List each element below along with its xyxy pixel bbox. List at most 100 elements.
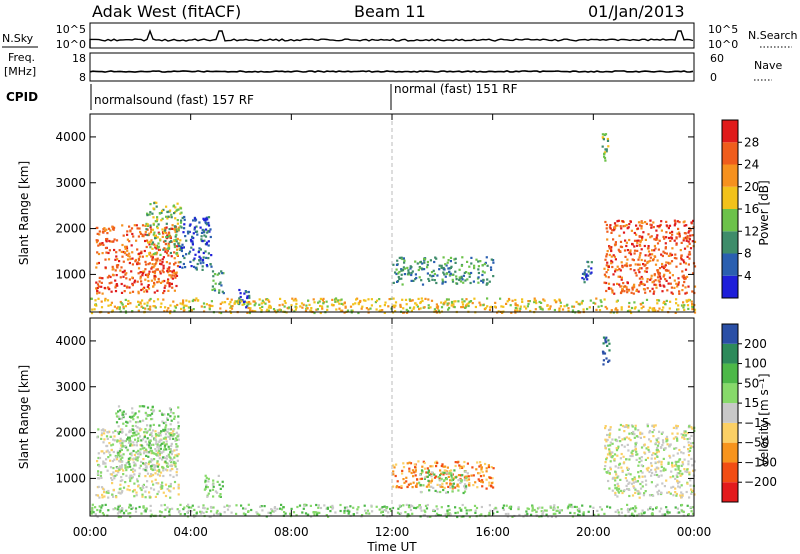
- echo-cell: [165, 462, 168, 465]
- echo-cell: [448, 270, 451, 273]
- echo-cell: [283, 305, 286, 308]
- echo-cell: [149, 246, 152, 249]
- freq-label: Freq.: [8, 51, 35, 64]
- echo-cell: [614, 476, 617, 479]
- echo-cell: [686, 504, 689, 507]
- echo-cell: [607, 428, 611, 432]
- echo-cell: [640, 220, 643, 223]
- echo-cell: [539, 307, 542, 310]
- echo-cell: [129, 440, 132, 443]
- echo-cell: [624, 285, 627, 288]
- echo-cell: [614, 224, 617, 227]
- echo-cell: [160, 263, 163, 266]
- colorbar-tick-label: 28: [744, 135, 759, 149]
- echo-cell: [427, 277, 430, 281]
- echo-cell: [161, 228, 164, 231]
- echo-cell: [119, 492, 122, 495]
- echo-cell: [174, 206, 177, 209]
- echo-cell: [401, 268, 404, 271]
- echo-cell: [119, 276, 122, 279]
- echo-cell: [622, 455, 625, 458]
- echo-cell: [101, 292, 104, 295]
- echo-cell: [317, 504, 320, 507]
- echo-cell: [646, 287, 649, 290]
- echo-cell: [675, 460, 678, 464]
- echo-cell: [412, 475, 415, 478]
- echo-cell: [682, 434, 685, 437]
- echo-cell: [150, 487, 153, 490]
- echo-cell: [220, 284, 223, 287]
- echo-cell: [558, 307, 561, 310]
- echo-cell: [134, 424, 137, 428]
- echo-cell: [423, 509, 426, 512]
- echo-cell: [394, 474, 397, 478]
- echo-cell: [204, 250, 207, 253]
- echo-cell: [327, 515, 330, 518]
- echo-cell: [625, 288, 629, 291]
- echo-cell: [152, 410, 155, 413]
- echo-cell: [531, 507, 534, 510]
- echo-cell: [126, 249, 129, 252]
- echo-cell: [483, 263, 486, 266]
- echo-cell: [159, 434, 162, 437]
- echo-cell: [458, 464, 461, 467]
- echo-cell: [144, 475, 147, 478]
- echo-cell: [169, 434, 172, 437]
- echo-cell: [433, 476, 437, 479]
- echo-cell: [136, 261, 140, 264]
- echo-cell: [671, 247, 674, 250]
- echo-cell: [132, 449, 135, 453]
- echo-cell: [678, 448, 681, 452]
- echo-cell: [648, 431, 651, 434]
- echo-cell: [195, 297, 198, 300]
- echo-cell: [101, 493, 104, 496]
- echo-cell: [141, 287, 145, 290]
- echo-cell: [134, 258, 137, 262]
- echo-cell: [176, 219, 179, 222]
- echo-cell: [219, 487, 222, 490]
- echo-cell: [655, 451, 658, 454]
- echo-cell: [183, 256, 186, 260]
- echo-cell: [606, 505, 609, 508]
- echo-cell: [153, 234, 156, 237]
- echo-cell: [169, 236, 172, 239]
- echo-cell: [199, 257, 202, 260]
- echo-cell: [100, 281, 103, 284]
- echo-cell: [375, 299, 379, 302]
- echo-cell: [633, 436, 636, 439]
- echo-cell: [153, 243, 156, 246]
- echo-cell: [135, 441, 138, 444]
- echo-cell: [406, 266, 409, 269]
- echo-cell: [102, 441, 105, 444]
- echo-cell: [686, 468, 689, 471]
- echo-cell: [468, 265, 471, 268]
- echo-cell: [105, 458, 108, 461]
- echo-cell: [688, 238, 691, 241]
- echo-cell: [417, 297, 420, 300]
- echo-cell: [172, 412, 175, 415]
- echo-cell: [160, 442, 163, 445]
- echo-cell: [131, 444, 134, 447]
- echo-cell: [620, 489, 623, 492]
- echo-cell: [421, 465, 424, 468]
- echo-cell: [607, 360, 610, 363]
- echo-cell: [162, 441, 165, 444]
- echo-cell: [667, 236, 671, 240]
- echo-cell: [136, 452, 139, 455]
- echo-cell: [467, 478, 471, 481]
- echo-cell: [253, 300, 256, 303]
- echo-cell: [287, 306, 291, 309]
- echo-cell: [658, 510, 661, 513]
- echo-cell: [606, 453, 610, 456]
- echo-cell: [648, 450, 651, 453]
- echo-cell: [400, 277, 403, 280]
- echo-cell: [541, 506, 544, 509]
- echo-cell: [219, 307, 222, 310]
- echo-cell: [135, 305, 138, 308]
- echo-cell: [138, 410, 141, 413]
- echo-cell: [657, 442, 661, 445]
- echo-cell: [198, 259, 201, 262]
- echo-cell: [94, 513, 97, 516]
- echo-cell: [430, 472, 433, 476]
- echo-cell: [629, 439, 632, 442]
